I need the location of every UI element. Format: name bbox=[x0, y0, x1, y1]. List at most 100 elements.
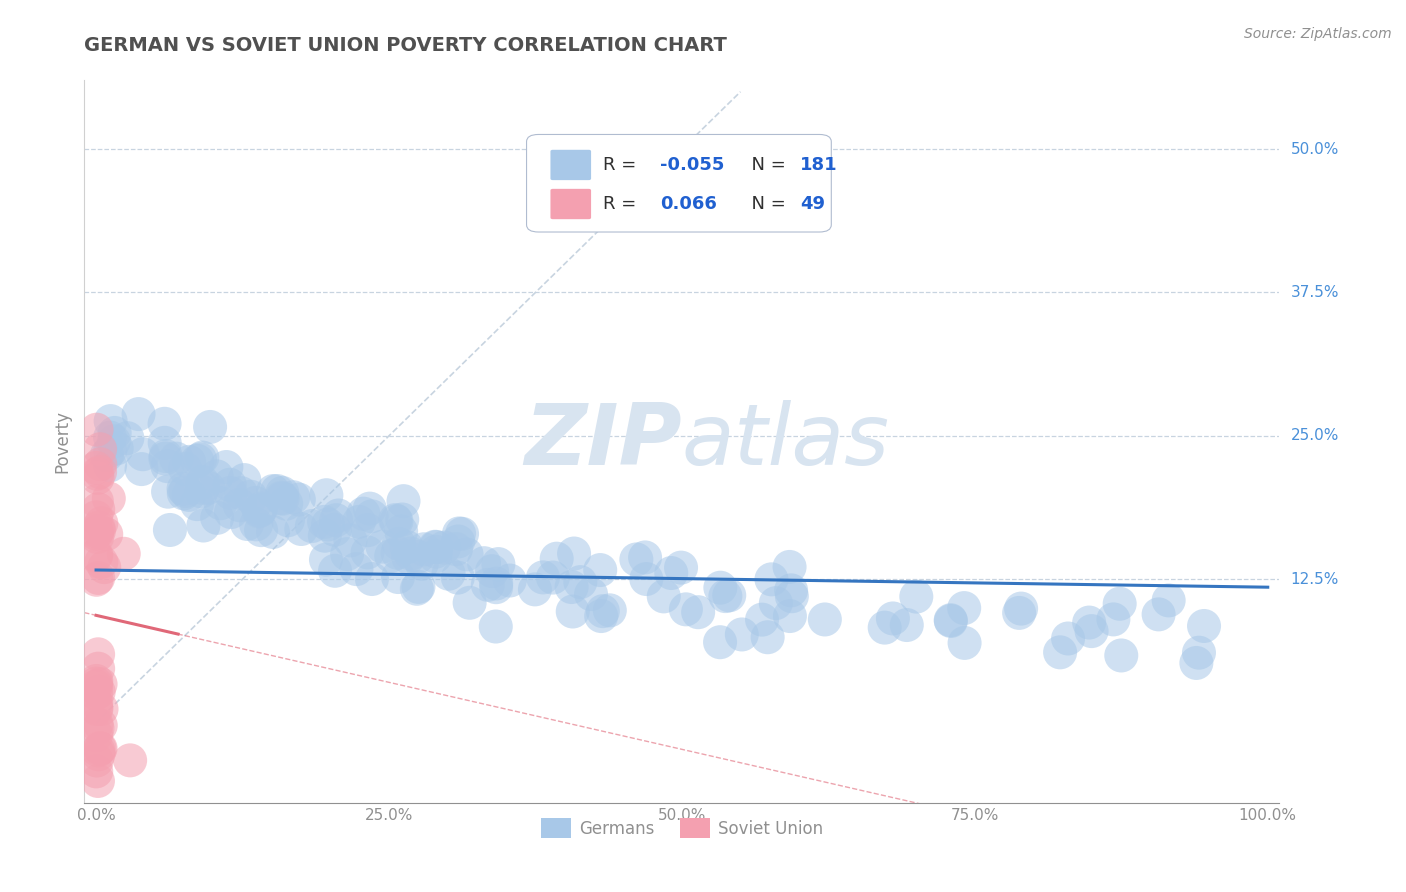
Point bbox=[709, 635, 731, 649]
Point bbox=[173, 486, 195, 500]
Point bbox=[499, 574, 522, 588]
Point bbox=[205, 469, 228, 483]
Point bbox=[271, 491, 294, 506]
Text: R =: R = bbox=[603, 156, 643, 174]
Point bbox=[215, 460, 238, 475]
Point bbox=[117, 431, 139, 445]
Point bbox=[96, 527, 118, 541]
Point bbox=[262, 524, 284, 539]
Point bbox=[709, 581, 731, 595]
Point bbox=[236, 516, 259, 531]
Point bbox=[387, 570, 409, 584]
Point bbox=[247, 504, 270, 518]
Point bbox=[779, 560, 801, 574]
Point bbox=[561, 580, 583, 594]
Point bbox=[451, 526, 474, 541]
Point bbox=[1010, 601, 1032, 615]
Point bbox=[425, 549, 447, 564]
Point bbox=[245, 496, 267, 510]
Point bbox=[266, 483, 288, 498]
Point bbox=[387, 546, 409, 560]
Point bbox=[87, 747, 110, 762]
Point bbox=[219, 486, 242, 500]
Point bbox=[882, 611, 904, 625]
Point bbox=[765, 596, 787, 610]
Point bbox=[357, 523, 380, 537]
Point bbox=[271, 486, 294, 500]
Point bbox=[346, 562, 368, 576]
Point bbox=[190, 484, 212, 499]
Point bbox=[425, 544, 447, 558]
Point bbox=[591, 609, 613, 624]
Point bbox=[396, 550, 419, 565]
Point bbox=[323, 523, 346, 537]
Point bbox=[132, 447, 155, 461]
Point bbox=[896, 618, 918, 632]
Point bbox=[485, 580, 508, 594]
Point bbox=[156, 459, 179, 474]
Point bbox=[276, 497, 298, 511]
Point bbox=[953, 636, 976, 650]
Point bbox=[90, 516, 112, 531]
Point bbox=[523, 582, 546, 597]
FancyBboxPatch shape bbox=[551, 150, 591, 180]
Point bbox=[86, 423, 108, 437]
Point bbox=[312, 515, 335, 529]
Point bbox=[177, 488, 200, 502]
Point bbox=[84, 461, 107, 475]
Point bbox=[229, 498, 252, 512]
Point bbox=[411, 557, 433, 571]
Point bbox=[391, 512, 413, 526]
Point bbox=[751, 613, 773, 627]
FancyBboxPatch shape bbox=[551, 189, 591, 219]
Point bbox=[328, 508, 350, 523]
Point bbox=[198, 420, 221, 434]
Point bbox=[1078, 615, 1101, 630]
Text: 50.0%: 50.0% bbox=[1291, 142, 1339, 157]
Text: 181: 181 bbox=[800, 156, 838, 174]
Point bbox=[86, 471, 108, 485]
Point bbox=[780, 583, 803, 598]
Point bbox=[1057, 632, 1080, 646]
Point bbox=[579, 587, 602, 601]
Point bbox=[339, 533, 361, 548]
Point bbox=[761, 572, 783, 586]
Point bbox=[589, 563, 612, 577]
Point bbox=[89, 741, 111, 756]
Point bbox=[1147, 607, 1170, 622]
Point bbox=[531, 570, 554, 584]
Point bbox=[323, 564, 346, 578]
FancyBboxPatch shape bbox=[527, 135, 831, 232]
Point bbox=[1080, 624, 1102, 639]
Point bbox=[301, 519, 323, 533]
Point bbox=[1188, 646, 1211, 660]
Point bbox=[87, 524, 110, 538]
Point bbox=[128, 407, 150, 421]
Point bbox=[84, 549, 107, 563]
Point bbox=[1008, 606, 1031, 620]
Point bbox=[87, 684, 110, 698]
Point bbox=[1109, 648, 1132, 663]
Point bbox=[193, 518, 215, 533]
Point bbox=[315, 552, 337, 566]
Point bbox=[569, 575, 592, 590]
Point bbox=[561, 605, 583, 619]
Point bbox=[90, 677, 112, 691]
Point bbox=[86, 573, 108, 587]
Point bbox=[218, 477, 240, 491]
Point bbox=[626, 552, 648, 566]
Point bbox=[174, 484, 197, 499]
Point bbox=[1185, 656, 1208, 670]
Point bbox=[245, 517, 267, 532]
Point bbox=[1049, 645, 1071, 659]
Point bbox=[1192, 619, 1215, 633]
Point bbox=[873, 621, 896, 635]
Point bbox=[179, 455, 201, 469]
Point bbox=[86, 530, 108, 544]
Point bbox=[205, 511, 228, 525]
Point bbox=[90, 741, 112, 756]
Point bbox=[675, 602, 697, 616]
Point bbox=[592, 604, 614, 618]
Point bbox=[191, 481, 214, 495]
Y-axis label: Poverty: Poverty bbox=[53, 410, 72, 473]
